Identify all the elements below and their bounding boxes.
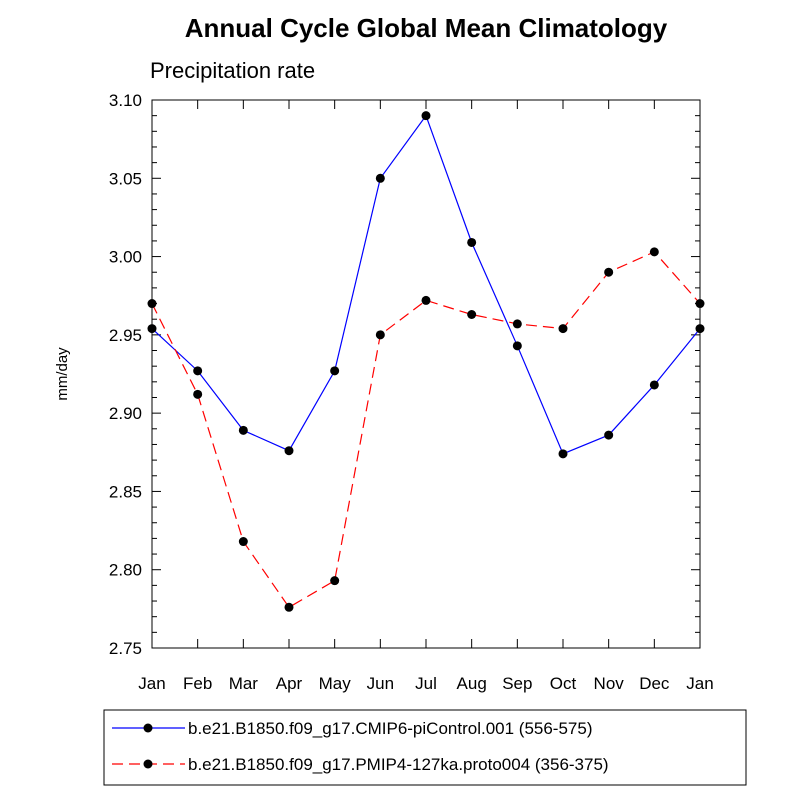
series-1-point bbox=[649, 247, 659, 257]
x-tick-label: Nov bbox=[594, 674, 625, 693]
series-1-point bbox=[558, 324, 568, 334]
series-0-point bbox=[284, 446, 294, 456]
y-tick-labels: 2.75 2.80 2.85 2.90 2.95 3.00 3.05 3.10 bbox=[109, 91, 142, 658]
axis-ticks bbox=[151, 99, 701, 649]
x-tick-label: Aug bbox=[457, 674, 487, 693]
series-layer bbox=[147, 111, 705, 612]
series-1-point bbox=[330, 576, 340, 586]
legend: b.e21.B1850.f09_g17.CMIP6-piControl.001 … bbox=[103, 709, 747, 786]
legend-label-series-1: b.e21.B1850.f09_g17.PMIP4-127ka.proto004… bbox=[188, 755, 609, 774]
series-0-point bbox=[467, 237, 477, 247]
series-line-0 bbox=[151, 114, 701, 455]
plot-frame bbox=[151, 99, 701, 649]
series-0-point bbox=[512, 341, 522, 351]
series-0-point bbox=[238, 425, 248, 435]
legend-marker-series-0 bbox=[143, 723, 153, 733]
legend-label-series-0: b.e21.B1850.f09_g17.CMIP6-piControl.001 … bbox=[188, 719, 593, 738]
x-tick-label: Mar bbox=[229, 674, 259, 693]
x-tick-labels: Jan Feb Mar Apr May Jun Jul Aug Sep Oct Nov Dec Jan bbox=[138, 674, 713, 693]
y-tick-label: 2.90 bbox=[109, 404, 142, 423]
x-tick-label: Feb bbox=[183, 674, 212, 693]
y-tick-label: 3.10 bbox=[109, 91, 142, 110]
x-tick-label: Jan bbox=[686, 674, 713, 693]
x-tick-label: Jun bbox=[367, 674, 394, 693]
x-tick-label: Oct bbox=[550, 674, 577, 693]
y-tick-label: 2.85 bbox=[109, 482, 142, 501]
series-0-point bbox=[558, 449, 568, 459]
series-1-point bbox=[512, 319, 522, 329]
series-line-1 bbox=[151, 251, 701, 609]
y-tick-label: 2.95 bbox=[109, 326, 142, 345]
y-axis-label: mm/day bbox=[54, 347, 71, 401]
x-tick-label: Jan bbox=[138, 674, 165, 693]
y-tick-label: 3.05 bbox=[109, 169, 142, 188]
series-1-point bbox=[375, 330, 385, 340]
series-0-point bbox=[193, 366, 203, 376]
series-0-point bbox=[330, 366, 340, 376]
series-1-point bbox=[284, 602, 294, 612]
x-tick-label: May bbox=[319, 674, 352, 693]
series-0-point bbox=[604, 430, 614, 440]
x-tick-label: Apr bbox=[276, 674, 303, 693]
x-tick-label: Jul bbox=[415, 674, 437, 693]
series-1-point bbox=[604, 267, 614, 277]
chart-subtitle: Precipitation rate bbox=[150, 58, 315, 83]
series-0-point bbox=[375, 173, 385, 183]
y-tick-label: 2.75 bbox=[109, 639, 142, 658]
legend-marker-series-1 bbox=[143, 759, 153, 769]
series-0-point bbox=[421, 111, 431, 121]
x-tick-label: Sep bbox=[502, 674, 532, 693]
y-tick-label: 3.00 bbox=[109, 248, 142, 267]
legend-box bbox=[103, 709, 747, 786]
series-0-point bbox=[649, 380, 659, 390]
series-1-point bbox=[193, 389, 203, 399]
x-tick-label: Dec bbox=[639, 674, 670, 693]
series-1-point bbox=[421, 295, 431, 305]
y-tick-label: 2.80 bbox=[109, 561, 142, 580]
chart-title: Annual Cycle Global Mean Climatology bbox=[185, 13, 668, 43]
series-1-point bbox=[467, 310, 477, 320]
series-1-point bbox=[238, 537, 248, 547]
